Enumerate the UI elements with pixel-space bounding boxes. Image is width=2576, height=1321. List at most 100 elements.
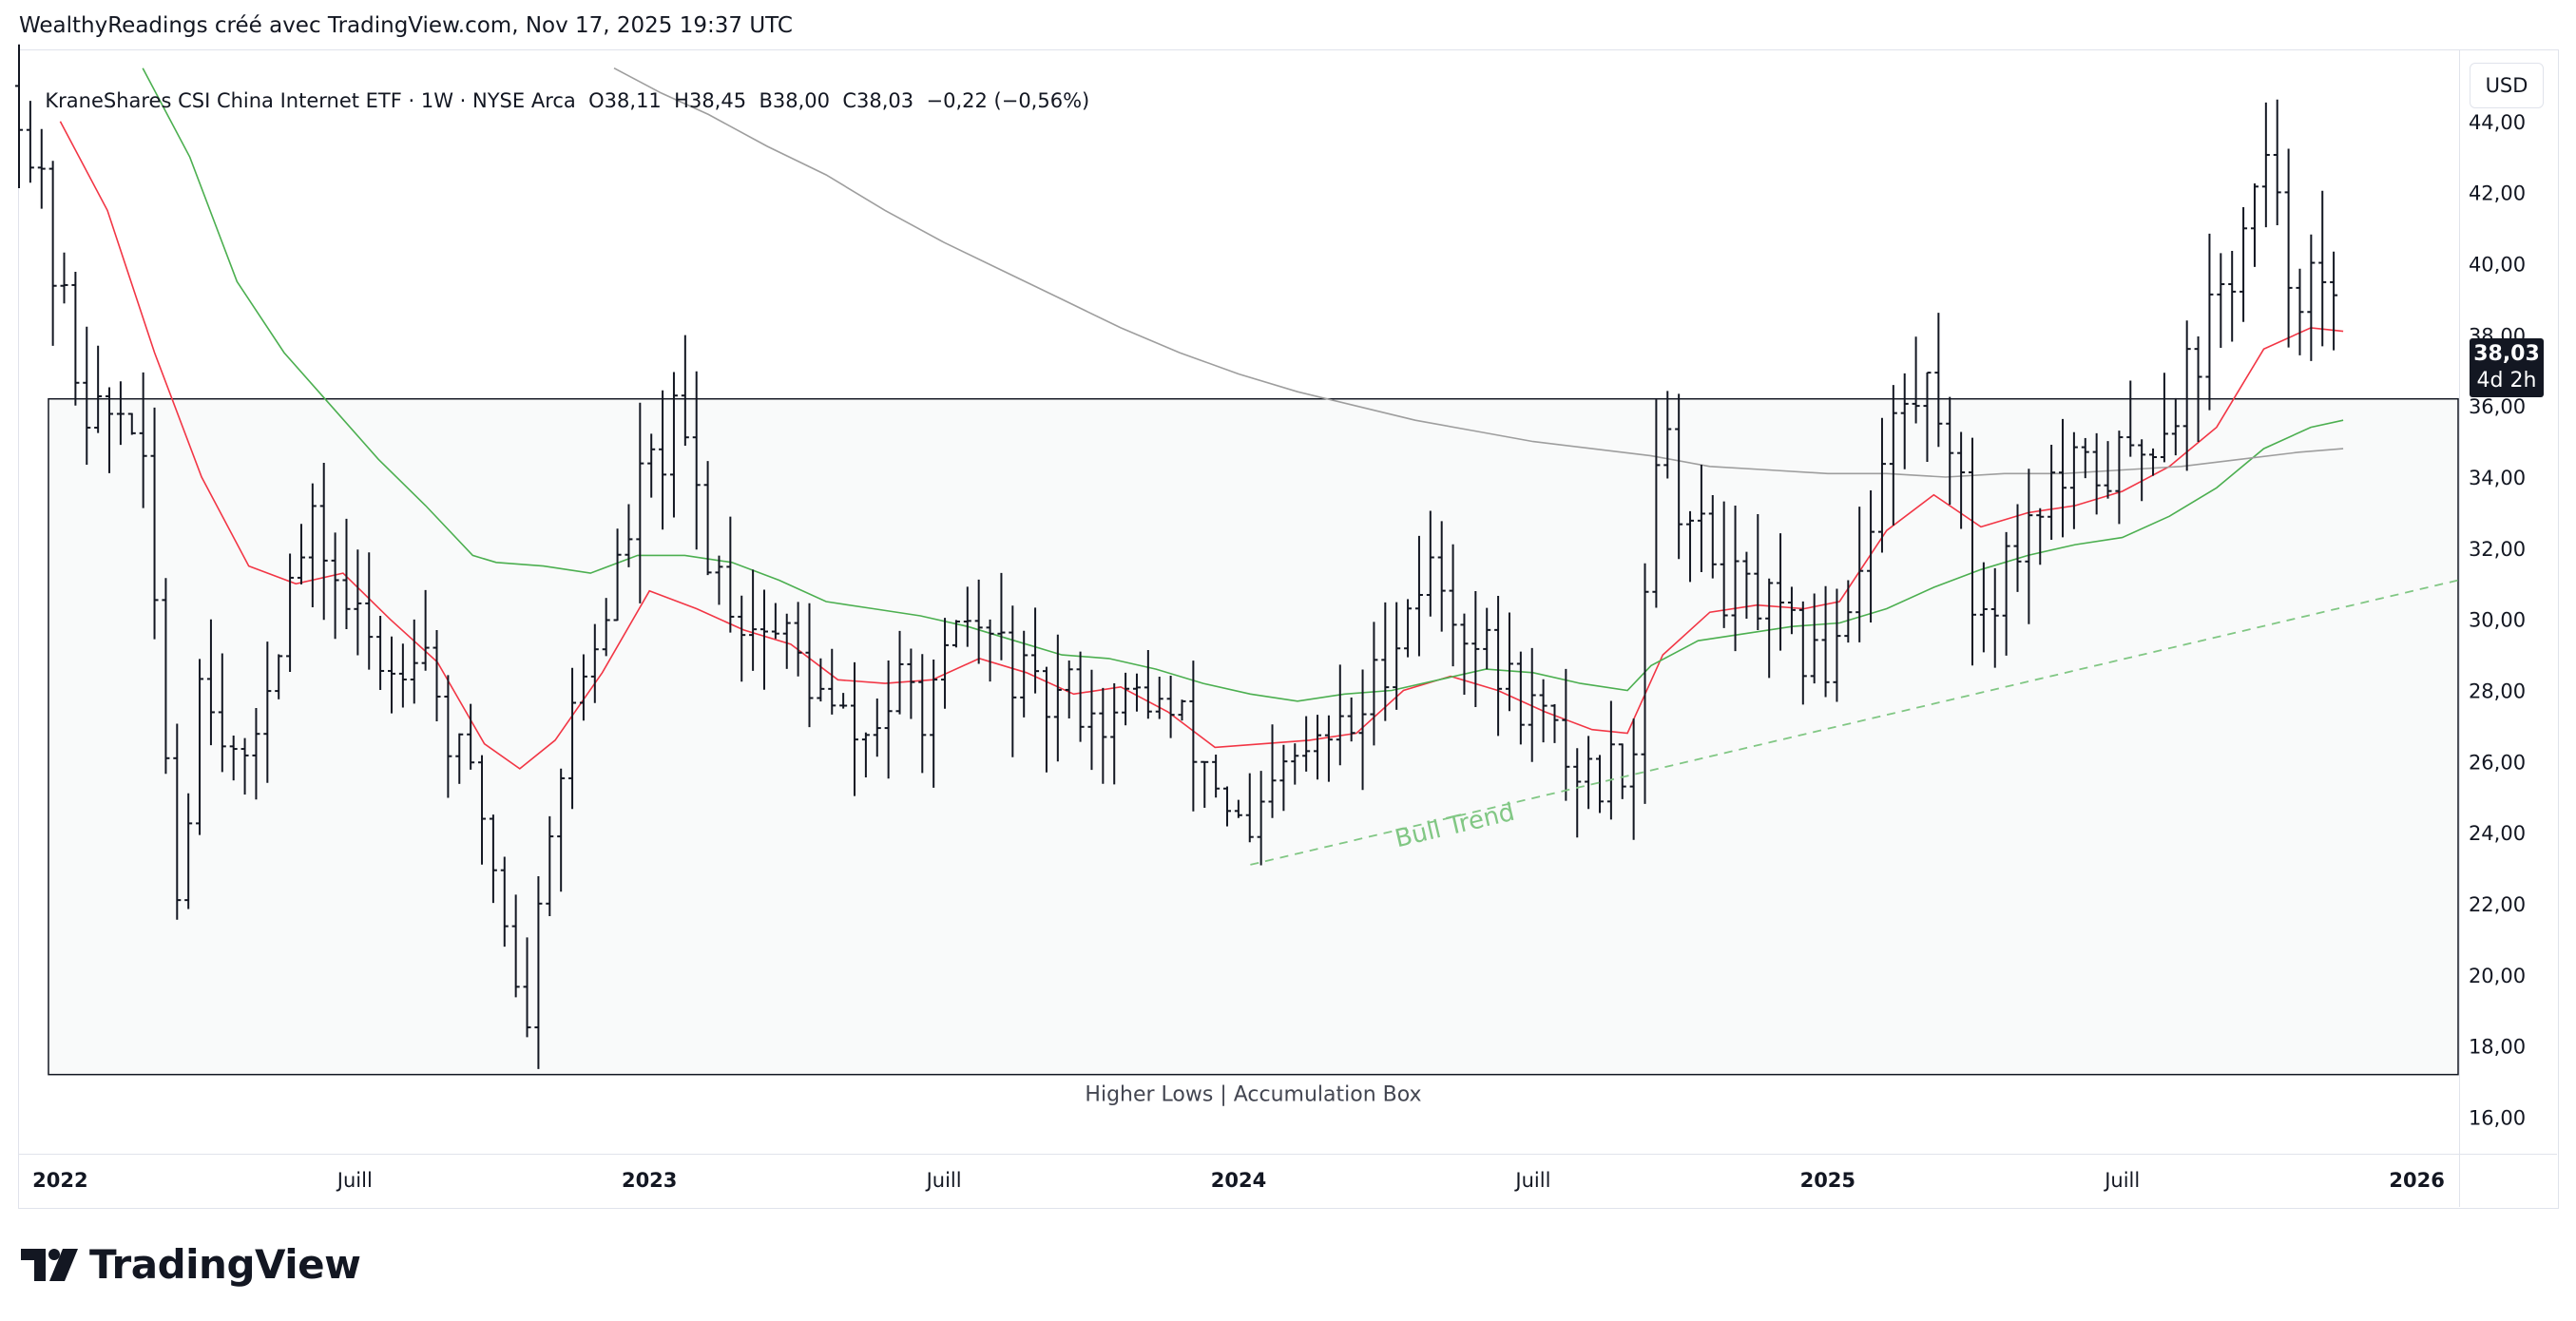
ohlc-bar[interactable] [579, 654, 587, 721]
ohlc-bar[interactable] [952, 620, 960, 648]
ohlc-bar[interactable] [1291, 743, 1299, 785]
ohlc-bar[interactable] [1742, 551, 1751, 620]
ohlc-bar[interactable] [319, 462, 328, 621]
ohlc-bar[interactable] [568, 667, 577, 810]
ohlc-bar[interactable] [1166, 676, 1175, 738]
ohlc-bar[interactable] [2330, 251, 2338, 351]
ohlc-bar[interactable] [2250, 182, 2259, 267]
ohlc-bar[interactable] [1720, 501, 1728, 628]
ohlc-bar[interactable] [1414, 535, 1423, 657]
ohlc-bar[interactable] [1257, 771, 1265, 866]
ohlc-bar[interactable] [1009, 605, 1017, 757]
ohlc-bar[interactable] [534, 876, 543, 1069]
ohlc-bar[interactable] [703, 461, 712, 576]
ohlc-bar[interactable] [1629, 718, 1638, 840]
ohlc-bar[interactable] [2182, 320, 2191, 471]
ohlc-bar[interactable] [240, 737, 249, 795]
ohlc-bar[interactable] [2025, 469, 2033, 624]
ohlc-bar[interactable] [1550, 703, 1559, 743]
ohlc-bar[interactable] [861, 732, 870, 778]
ohlc-bar[interactable] [1697, 464, 1705, 572]
ohlc-bar[interactable] [1370, 622, 1378, 746]
ohlc-bar[interactable] [15, 44, 23, 188]
ohlc-bar[interactable] [2126, 380, 2135, 457]
ohlc-bar[interactable] [60, 252, 68, 304]
ohlc-bar[interactable] [546, 815, 554, 916]
ohlc-bar[interactable] [974, 579, 983, 664]
ohlc-bar[interactable] [1426, 510, 1434, 617]
ohlc-bar[interactable] [421, 589, 430, 671]
ohlc-bar[interactable] [1777, 533, 1785, 651]
ohlc-bar[interactable] [1110, 682, 1119, 785]
ohlc-bar[interactable] [1686, 510, 1695, 583]
ohlc-bar[interactable] [805, 603, 814, 728]
ohlc-bar[interactable] [196, 659, 204, 835]
ohlc-bar[interactable] [1324, 715, 1333, 782]
ohlc-bar[interactable] [1201, 760, 1209, 808]
ohlc-bar[interactable] [839, 693, 848, 709]
ohlc-bar[interactable] [918, 654, 927, 774]
ohlc-bar[interactable] [1957, 431, 1966, 529]
ohlc-bar[interactable] [1155, 677, 1163, 719]
ohlc-bar[interactable] [1585, 736, 1593, 810]
ohlc-bar[interactable] [1223, 786, 1232, 827]
ohlc-bar[interactable] [106, 387, 114, 473]
ohlc-bar[interactable] [1302, 716, 1311, 772]
ohlc-bar[interactable] [1460, 613, 1469, 695]
ohlc-bar[interactable] [173, 723, 182, 920]
ohlc-bar[interactable] [1449, 544, 1457, 667]
ohlc-bar[interactable] [2138, 439, 2146, 502]
ohlc-bar[interactable] [354, 549, 362, 656]
ohlc-bar[interactable] [1020, 630, 1028, 718]
ohlc-bar[interactable] [2284, 148, 2293, 348]
ohlc-bar[interactable] [139, 372, 147, 508]
ohlc-bar[interactable] [2261, 102, 2270, 228]
ohlc-bar[interactable] [286, 553, 295, 673]
ohlc-bar[interactable] [1065, 660, 1073, 718]
ohlc-bar[interactable] [1562, 668, 1570, 801]
ohlc-bar[interactable] [2092, 432, 2101, 515]
ohlc-bar[interactable] [1347, 697, 1355, 742]
ohlc-bar[interactable] [263, 641, 272, 783]
ohlc-bar[interactable] [523, 937, 531, 1038]
ohlc-bar[interactable] [1855, 507, 1864, 642]
symbol-legend[interactable]: KraneShares CSI China Internet ETF · 1W … [32, 67, 1089, 112]
ohlc-bar[interactable] [275, 654, 283, 699]
ohlc-bar[interactable] [1708, 494, 1717, 579]
ohlc-bar[interactable] [963, 586, 971, 647]
ohlc-bar[interactable] [817, 658, 825, 702]
ohlc-bar[interactable] [1968, 437, 1976, 666]
ohlc-bar[interactable] [1178, 699, 1186, 721]
ohlc-bar[interactable] [2047, 444, 2056, 540]
ohlc-bar[interactable] [659, 390, 667, 530]
ohlc-bar[interactable] [1076, 651, 1085, 742]
ohlc-bar[interactable] [1099, 687, 1107, 784]
ohlc-bar[interactable] [1516, 651, 1525, 745]
ohlc-bar[interactable] [83, 326, 91, 466]
ohlc-bar[interactable] [794, 602, 802, 677]
ohlc-bar[interactable] [1652, 399, 1661, 608]
ohlc-bar[interactable] [467, 703, 475, 770]
ohlc-bar[interactable] [410, 619, 418, 704]
ohlc-bar[interactable] [127, 412, 136, 435]
ohlc-bar[interactable] [1234, 799, 1242, 818]
ohlc-bar[interactable] [1595, 755, 1604, 814]
ema-line-1[interactable] [142, 67, 2344, 702]
ohlc-bar[interactable] [1946, 396, 1954, 506]
ohlc-bar[interactable] [2059, 418, 2067, 538]
ohlc-bar[interactable] [1042, 666, 1050, 773]
ohlc-bar[interactable] [2115, 431, 2124, 525]
ohlc-bar[interactable] [1787, 586, 1796, 635]
ohlc-bar[interactable] [1528, 647, 1536, 762]
ohlc-bar[interactable] [184, 793, 193, 909]
ohlc-bar[interactable] [1087, 669, 1096, 771]
ohlc-bar[interactable] [71, 271, 80, 406]
ohlc-bar[interactable] [1471, 591, 1480, 707]
ohlc-bar[interactable] [2318, 190, 2327, 347]
ohlc-bar[interactable] [478, 755, 487, 865]
ohlc-bar[interactable] [2194, 335, 2202, 442]
ohlc-bar[interactable] [1483, 607, 1491, 670]
ohlc-bar[interactable] [715, 555, 723, 605]
ohlc-bar[interactable] [930, 659, 938, 788]
